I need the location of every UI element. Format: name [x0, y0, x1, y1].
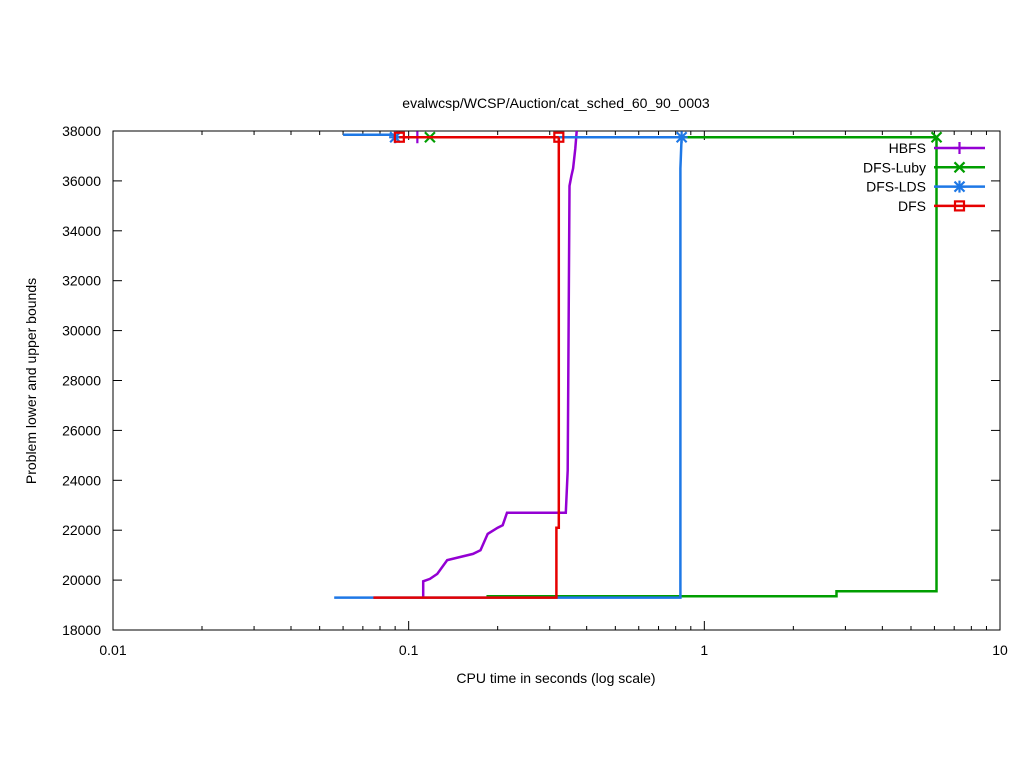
series-marker-dfs	[393, 131, 405, 143]
series-dfs-lds	[334, 131, 688, 599]
series-line-dfs-lower	[373, 137, 561, 599]
legend-marker-hbfs	[953, 142, 966, 154]
legend-item-hbfs: HBFS	[889, 140, 985, 156]
legend: HBFS DFS-Luby DFS-LDS DFS	[863, 140, 985, 214]
legend-marker-dfs	[953, 200, 966, 212]
x-tick-label: 10	[992, 642, 1008, 658]
chart-title: evalwcsp/WCSP/Auction/cat_sched_60_90_00…	[402, 95, 710, 111]
y-tick-label: 20000	[62, 572, 101, 588]
y-tick-label: 32000	[62, 273, 101, 289]
series-dfs	[373, 131, 565, 599]
y-tick-label: 28000	[62, 373, 101, 389]
legend-marker-dfs-luby	[953, 161, 966, 174]
axes-layer: 18000 20000 22000 24000 26000 28000 30000 32000…	[62, 123, 1008, 658]
y-tick-label: 36000	[62, 173, 101, 189]
x-axis-label: CPU time in seconds (log scale)	[456, 670, 655, 686]
legend-label: DFS-LDS	[866, 179, 926, 195]
legend-marker-dfs-lds	[953, 180, 966, 193]
legend-item-dfs: DFS	[898, 198, 985, 214]
series-dfs-luby	[408, 131, 943, 598]
legend-item-dfs-luby: DFS-Luby	[863, 159, 985, 175]
series-layer	[334, 130, 943, 599]
x-tick-label: 1	[700, 642, 708, 658]
series-hbfs	[411, 130, 578, 598]
y-tick-label: 24000	[62, 472, 101, 488]
x-tick-label: 0.1	[399, 642, 419, 658]
x-tick-label: 0.01	[99, 642, 126, 658]
legend-label: DFS-Luby	[863, 159, 926, 175]
series-line-dfs-luby-lower	[486, 137, 938, 598]
y-tick-label: 38000	[62, 123, 101, 139]
y-axis-label: Problem lower and upper bounds	[23, 278, 39, 484]
series-line-hbfs-lower	[421, 130, 578, 598]
y-tick-label: 30000	[62, 323, 101, 339]
y-tick-label: 26000	[62, 422, 101, 438]
legend-label: DFS	[898, 198, 926, 214]
series-marker-dfs	[553, 131, 565, 143]
legend-label: HBFS	[889, 140, 926, 156]
series-line-dfs-lds-lower	[334, 137, 683, 599]
series-marker-dfs-luby	[930, 131, 943, 144]
y-tick-label: 18000	[62, 622, 101, 638]
y-tick-label: 34000	[62, 223, 101, 239]
legend-item-dfs-lds: DFS-LDS	[866, 179, 985, 195]
series-marker-dfs-lds	[675, 131, 688, 144]
y-tick-label: 22000	[62, 522, 101, 538]
